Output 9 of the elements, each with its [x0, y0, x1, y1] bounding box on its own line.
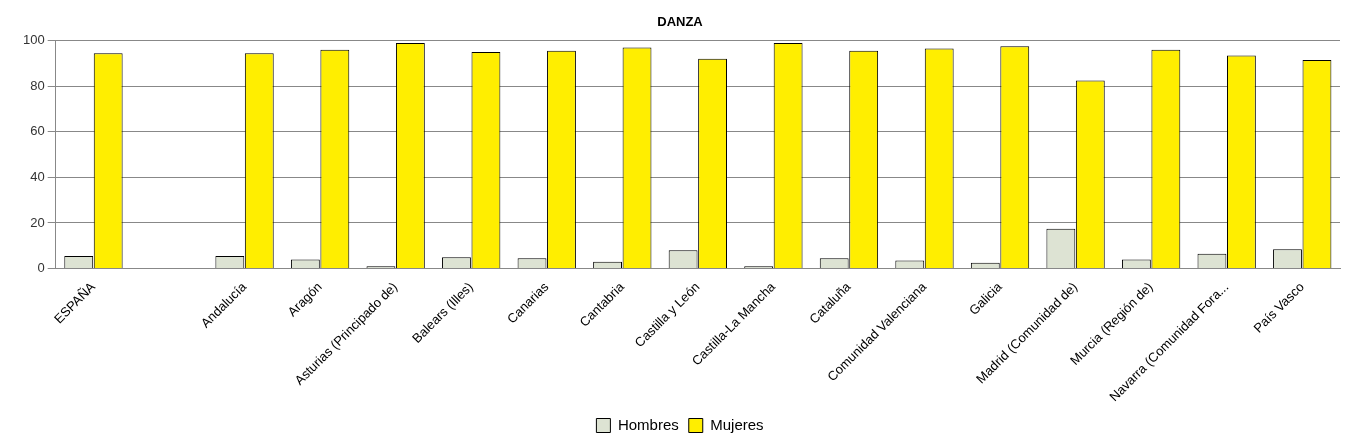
y-tick-label: 20	[30, 214, 45, 230]
legend-label: Mujeres	[710, 415, 764, 433]
y-tick-label: 60	[30, 123, 45, 139]
y-tick-label: 0	[37, 260, 45, 276]
y-tick-label: 40	[30, 168, 45, 184]
y-tick-label: 100	[22, 32, 45, 48]
y-tick-label: 80	[30, 77, 45, 93]
chart-title: DANZA	[657, 14, 704, 30]
legend-label: Hombres	[617, 415, 679, 433]
